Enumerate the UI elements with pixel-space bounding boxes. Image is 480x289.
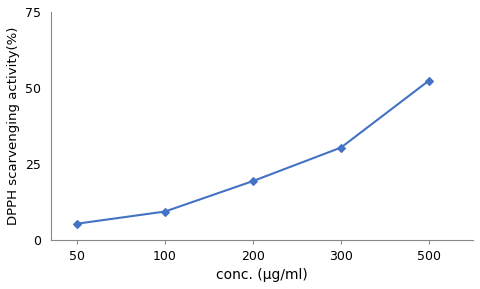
Y-axis label: DPPH scarvenging activity(%): DPPH scarvenging activity(%)	[7, 27, 20, 225]
X-axis label: conc. (μg/ml): conc. (μg/ml)	[216, 268, 308, 282]
